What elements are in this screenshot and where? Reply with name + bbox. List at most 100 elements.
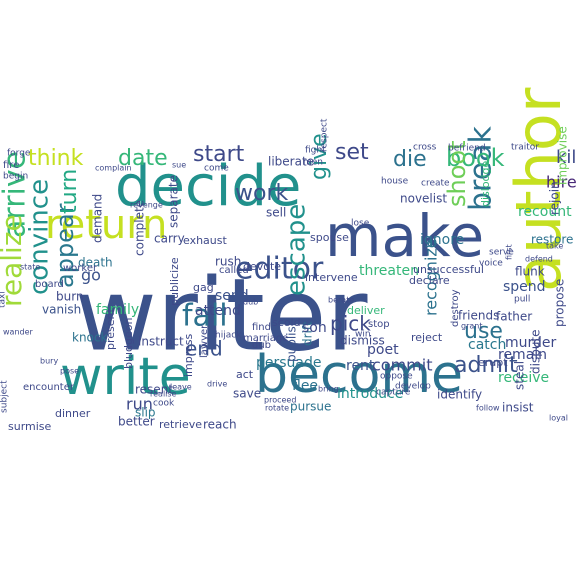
word-propose: propose bbox=[553, 279, 567, 327]
word-decide: decide bbox=[115, 154, 301, 219]
word-commit: commit bbox=[372, 356, 432, 375]
word-poet: poet bbox=[367, 342, 399, 358]
word-retrieve: retrieve bbox=[159, 418, 202, 431]
word-called: called bbox=[219, 265, 249, 276]
word-oppose: oppose bbox=[380, 372, 413, 382]
word-become: become bbox=[255, 345, 463, 405]
word-set: set bbox=[335, 140, 369, 165]
word-improvise: improvise bbox=[556, 126, 570, 185]
word-steal: steal bbox=[513, 361, 527, 390]
cloud-canvas bbox=[0, 148, 576, 428]
word-shoot: shoot bbox=[443, 141, 471, 208]
word-defend: defend bbox=[525, 255, 553, 264]
word-kill: kill bbox=[556, 147, 576, 168]
word-save: save bbox=[233, 387, 261, 401]
word-traitor: traitor bbox=[511, 143, 539, 153]
word-realize: realize bbox=[0, 214, 28, 307]
word-gag: gag bbox=[193, 281, 214, 294]
word-intervene: intervene bbox=[305, 271, 358, 284]
word-proceed: proceed bbox=[264, 396, 296, 405]
word-subject: subject bbox=[0, 380, 10, 413]
word-pick: pick bbox=[330, 312, 371, 336]
word-drive: drive bbox=[207, 380, 227, 389]
word-capture: capture bbox=[376, 388, 411, 398]
word-bring: bring bbox=[318, 385, 339, 394]
word-find: find bbox=[252, 322, 271, 333]
word-write: write bbox=[60, 347, 191, 407]
word-dismiss: dismiss bbox=[340, 334, 385, 348]
word-surmise: surmise bbox=[8, 420, 52, 433]
word-rotate: rotate bbox=[265, 404, 289, 413]
words-layer: writer decide author make write become return e… bbox=[0, 87, 576, 433]
word-pursue: pursue bbox=[290, 400, 331, 414]
word-return: return bbox=[45, 202, 167, 248]
word-admit: admit bbox=[454, 353, 518, 378]
word-turn: turn bbox=[57, 169, 82, 214]
word-impress: impress bbox=[182, 333, 195, 377]
word-hire: hire bbox=[546, 173, 576, 192]
word-taxi: taxi bbox=[0, 291, 8, 308]
word-start: start bbox=[193, 142, 245, 167]
word-murder: murder bbox=[505, 335, 557, 351]
word-stop: stop bbox=[368, 319, 390, 330]
word-date: date bbox=[118, 146, 168, 171]
word-dislodge: dislodge bbox=[479, 160, 492, 207]
word-wander: wander bbox=[3, 328, 34, 337]
word-marriage: marriage bbox=[243, 333, 288, 344]
word-present: present bbox=[104, 307, 117, 350]
word-board: board bbox=[35, 279, 64, 290]
word-come: come bbox=[204, 164, 229, 174]
word-die: die bbox=[393, 147, 427, 172]
word-reject: reject bbox=[411, 331, 443, 344]
word-encounter: encounter bbox=[23, 382, 75, 393]
word-rent: rent bbox=[346, 358, 375, 374]
word-instruct: instruct bbox=[138, 335, 184, 349]
word-convince: convince bbox=[25, 179, 55, 295]
word-work: work bbox=[235, 181, 288, 206]
word-reach: reach bbox=[203, 418, 237, 432]
word-realise: realise bbox=[150, 390, 177, 399]
word-befriend: befriend bbox=[448, 144, 486, 154]
word-fall: fall bbox=[182, 299, 228, 334]
word-receive: receive bbox=[498, 370, 549, 386]
word-spouse: spouse bbox=[310, 231, 349, 244]
word-identify: identify bbox=[437, 388, 482, 402]
word-novelist: novelist bbox=[400, 192, 447, 206]
word-spend: spend bbox=[503, 279, 546, 295]
word-vanish: vanish bbox=[42, 303, 81, 317]
word-dispute: dispute bbox=[529, 329, 543, 374]
word-make: make bbox=[325, 202, 484, 270]
word-escape: escape bbox=[282, 204, 312, 296]
word-state: state bbox=[20, 263, 40, 272]
word-recognize: recognize bbox=[422, 238, 441, 316]
word-knock: knock bbox=[72, 331, 107, 345]
word-worker: worker bbox=[63, 263, 98, 274]
word-devote: devote bbox=[243, 260, 281, 273]
word-appear: appear bbox=[51, 203, 79, 288]
word-take: take bbox=[546, 242, 563, 251]
word-voice: voice bbox=[479, 259, 503, 269]
word-fire: fire bbox=[3, 160, 19, 171]
word-slip: slip bbox=[135, 406, 156, 420]
word-men: men bbox=[303, 158, 323, 168]
word-lose: lose bbox=[351, 219, 370, 229]
word-berate: berate bbox=[328, 296, 354, 305]
word-pull: pull bbox=[514, 295, 530, 305]
word-rush: rush bbox=[215, 255, 241, 269]
word-begin: begin bbox=[3, 172, 28, 182]
word-act: act bbox=[236, 368, 254, 381]
word-catch: catch bbox=[468, 337, 506, 353]
word-serve: serve bbox=[489, 248, 514, 258]
word-ignore: ignore bbox=[420, 232, 464, 248]
word-revenge: revenge bbox=[130, 201, 163, 210]
word-remain: remain bbox=[498, 347, 547, 363]
word-cross: cross bbox=[413, 143, 437, 153]
word-hijack: hijack bbox=[215, 331, 242, 341]
word-pose: pose bbox=[60, 367, 79, 376]
word-friends: friends bbox=[458, 309, 499, 323]
word-dub: dub bbox=[252, 340, 271, 351]
word-cook: cook bbox=[153, 399, 175, 409]
word-rejoin: rejoin bbox=[548, 181, 562, 215]
word-leave: leave bbox=[170, 383, 192, 392]
word-restore: restore bbox=[531, 233, 573, 247]
